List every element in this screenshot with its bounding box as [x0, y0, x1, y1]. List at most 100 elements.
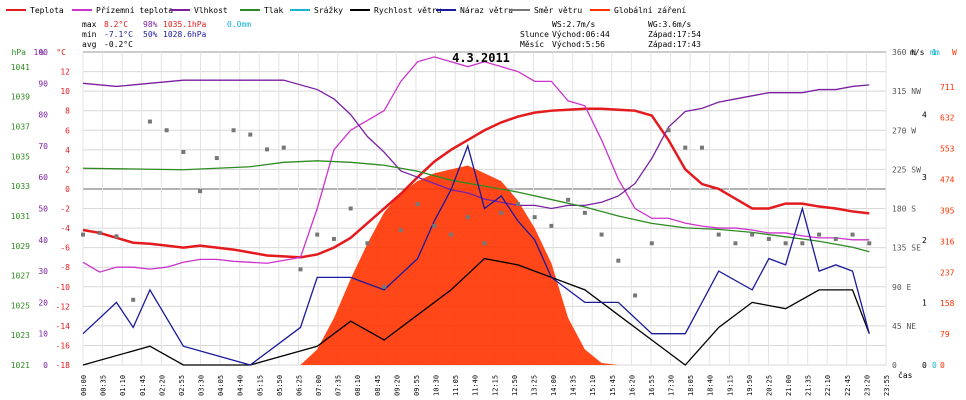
x-tick-label: 03:30 — [198, 375, 206, 396]
axis-tick-label: 711 — [940, 83, 955, 92]
axis-tick-label: 12 — [60, 68, 70, 77]
axis-tick-label: 158 — [940, 299, 955, 308]
x-tick-label: 04:05 — [217, 375, 225, 396]
wind-dir-point — [800, 241, 805, 246]
wind-dir-point — [81, 232, 85, 237]
wind-dir-point — [766, 236, 771, 241]
info-wg: WG:3.6m/s — [648, 20, 692, 29]
wind-dir-point — [415, 202, 420, 207]
stats-panel: max 8.2°C 98% 1035.1hPa 0.0mm min -7.1°C… — [82, 20, 251, 49]
stat-max-press: 1035.1hPa — [163, 20, 207, 29]
wind-dir-point — [716, 232, 721, 237]
axis-tick-label: 60 — [38, 173, 48, 182]
axis-tick-label: 1031 — [11, 212, 30, 221]
info-ws: WS:2.7m/s — [552, 20, 596, 29]
axis-tick-label: 0 — [892, 361, 897, 370]
axis-tick-label: 0 — [65, 185, 70, 194]
x-tick-label: 22:10 — [824, 375, 832, 396]
axis-tick-label: 20 — [38, 298, 48, 307]
axis-unit: m/s — [910, 48, 925, 57]
legend-label: Směr větru — [534, 6, 582, 15]
axis-tick-label: 1037 — [11, 123, 30, 132]
wind-dir-point — [248, 132, 253, 137]
wind-dir-point — [817, 232, 822, 237]
axis-tick-label: 1035 — [11, 152, 30, 161]
wind-dir-point — [499, 210, 504, 215]
legend-label: Rychlost větru — [374, 6, 442, 15]
axis-tick-label: 1025 — [11, 301, 30, 310]
chart-series — [81, 56, 872, 366]
wind-dir-point — [867, 241, 872, 246]
x-tick-label: 16:20 — [628, 375, 636, 396]
x-tick-label: 17:30 — [668, 375, 676, 396]
wind-dir-point — [515, 202, 520, 207]
stat-avg-label: avg — [82, 40, 97, 49]
x-tick-label: 18:05 — [687, 375, 695, 396]
stat-max-hum: 98% — [143, 20, 158, 29]
legend: Teplota Přízemní teplota Vlhkost Tlak Srážky… — [6, 6, 686, 15]
x-tick-label: 21:35 — [805, 375, 813, 396]
axis-tick-label: 180 S — [892, 205, 916, 214]
axis-tick-label: 2 — [922, 236, 927, 245]
axis-tick-label: -16 — [56, 341, 71, 350]
wind-dir-point — [198, 189, 203, 194]
axis-tick-label: 237 — [940, 268, 955, 277]
series-line — [82, 160, 870, 253]
chart-title: 4.3.2011 — [452, 51, 510, 65]
axis-tick-label: 80 — [38, 111, 48, 120]
stat-avg-temp: -0.2°C — [104, 40, 133, 49]
axis-tick-label: 50 — [38, 205, 48, 214]
axis-tick-label: 10 — [60, 87, 70, 96]
wind-dir-point — [633, 293, 638, 298]
wind-dir-point — [850, 232, 855, 237]
wind-dir-point — [281, 145, 286, 150]
wind-dir-point — [231, 128, 236, 133]
wind-dir-point — [699, 145, 704, 150]
axis-unit: mm — [930, 48, 940, 57]
stat-min-hum: 50% — [143, 30, 158, 39]
radiation-fill — [300, 165, 619, 365]
stat-min-temp: -7.1°C — [104, 30, 133, 39]
legend-label: Náraz větru — [460, 6, 513, 15]
axis-tick-label: 1021 — [11, 361, 30, 370]
axis-tick-label: 315 NW — [892, 87, 921, 96]
x-tick-label: 05:50 — [276, 375, 284, 396]
info-moon-label: Měsíc — [520, 40, 544, 49]
series-line — [82, 79, 870, 210]
series-line — [82, 257, 870, 366]
radiation-area — [300, 165, 619, 365]
axis-unit: % — [39, 48, 44, 57]
axis-tick-label: -4 — [60, 224, 70, 233]
info-sun-set: Západ:17:54 — [648, 30, 701, 39]
wind-dir-point — [482, 241, 487, 246]
axis-tick-label: 0 — [43, 361, 48, 370]
x-tick-label: 09:20 — [393, 375, 401, 396]
x-tick-label: 14:00 — [550, 375, 558, 396]
axis-tick-label: 553 — [940, 145, 955, 154]
x-tick-label: 08:45 — [374, 375, 382, 396]
wind-dir-point — [683, 145, 688, 150]
wind-dir-point — [398, 228, 403, 233]
x-tick-label: 13:25 — [530, 375, 538, 396]
axis-tick-label: 0 — [922, 361, 927, 370]
axis-tick-label: 40 — [38, 236, 48, 245]
x-tick-label: 22:45 — [844, 375, 852, 396]
chart-axes: hPa1021102310251027102910311033103510371… — [11, 48, 957, 396]
series-line — [82, 56, 870, 273]
info-moon-rise: Východ:5:56 — [552, 40, 605, 49]
axis-unit: hPa — [12, 48, 27, 57]
x-tick-label: 02:55 — [178, 375, 186, 396]
axis-tick-label: 90 — [38, 79, 48, 88]
wind-dir-point — [566, 197, 571, 202]
axis-tick-label: 360 N — [892, 48, 916, 57]
wind-dir-point — [365, 241, 370, 246]
wind-dir-point — [432, 223, 437, 228]
wind-dir-point — [649, 241, 654, 246]
wind-dir-point — [666, 128, 671, 133]
wind-dir-point — [181, 149, 186, 154]
axis-tick-label: -14 — [56, 322, 71, 331]
x-tick-label: 08:10 — [354, 375, 362, 396]
axis-tick-label: 632 — [940, 114, 955, 123]
axis-tick-label: 8 — [65, 107, 70, 116]
axis-tick-label: 1 — [922, 298, 927, 307]
